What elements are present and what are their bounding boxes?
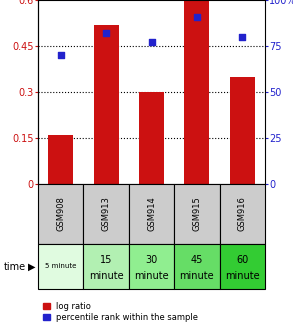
Text: minute: minute bbox=[180, 271, 214, 282]
Bar bbox=[219, 244, 265, 289]
Bar bbox=[174, 184, 219, 244]
Bar bbox=[174, 244, 219, 289]
Text: minute: minute bbox=[134, 271, 169, 282]
Text: GSM916: GSM916 bbox=[238, 197, 247, 232]
Bar bbox=[184, 0, 209, 184]
Text: minute: minute bbox=[225, 271, 260, 282]
Bar bbox=[129, 184, 174, 244]
Text: 15: 15 bbox=[100, 255, 112, 265]
Bar bbox=[230, 77, 255, 184]
Text: 60: 60 bbox=[236, 255, 248, 265]
Bar bbox=[38, 244, 84, 289]
Text: GSM914: GSM914 bbox=[147, 197, 156, 232]
Text: minute: minute bbox=[89, 271, 123, 282]
Bar bbox=[84, 244, 129, 289]
Text: time: time bbox=[4, 262, 26, 271]
Point bbox=[149, 40, 154, 45]
Text: GSM915: GSM915 bbox=[193, 197, 201, 232]
Bar bbox=[139, 92, 164, 184]
Point bbox=[58, 53, 63, 58]
Point bbox=[195, 14, 199, 19]
Text: 45: 45 bbox=[191, 255, 203, 265]
Bar bbox=[38, 184, 84, 244]
Bar bbox=[84, 184, 129, 244]
Point bbox=[104, 30, 108, 36]
Text: 5 minute: 5 minute bbox=[45, 264, 76, 269]
Text: ▶: ▶ bbox=[28, 262, 35, 271]
Text: 30: 30 bbox=[145, 255, 158, 265]
Bar bbox=[48, 135, 73, 184]
Point bbox=[240, 34, 245, 40]
Text: GSM913: GSM913 bbox=[102, 197, 110, 232]
Bar bbox=[129, 244, 174, 289]
Legend: log ratio, percentile rank within the sample: log ratio, percentile rank within the sa… bbox=[42, 301, 199, 323]
Bar bbox=[94, 25, 119, 184]
Text: GSM908: GSM908 bbox=[56, 197, 65, 232]
Bar bbox=[219, 184, 265, 244]
